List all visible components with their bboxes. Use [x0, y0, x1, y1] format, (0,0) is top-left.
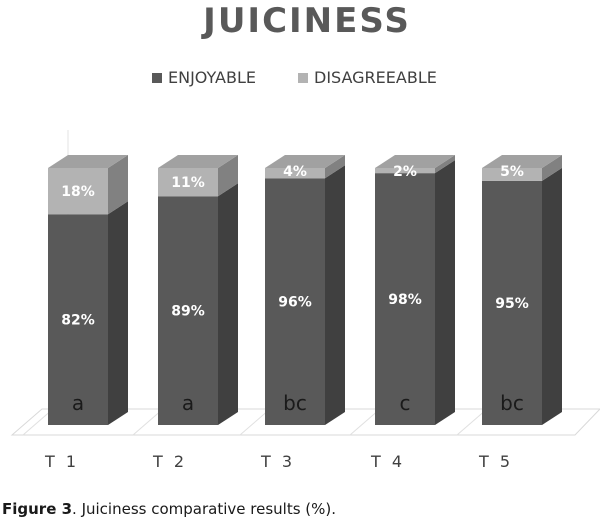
figure-caption: Figure 3. Juiciness comparative results … — [2, 500, 336, 518]
bar-disagreeable-1 — [48, 168, 108, 215]
x-tick-label-3: T 3 — [260, 452, 295, 471]
data-label-enjoyable-2: 89% — [171, 304, 205, 320]
group-letter-3: bc — [283, 391, 307, 415]
bar-disagreeable-5 — [482, 168, 542, 181]
bar-side-disagreeable-5 — [542, 155, 562, 181]
data-label-enjoyable-5: 95% — [495, 296, 529, 312]
bar-side-enjoyable-3 — [325, 165, 345, 425]
chart-title: JUICINESS — [201, 1, 411, 41]
bar-disagreeable-3 — [265, 168, 325, 179]
bar-side-enjoyable-1 — [108, 201, 128, 425]
data-label-disagreeable-5: 5% — [500, 164, 524, 180]
x-tick-label-4: T 4 — [370, 452, 405, 471]
bar-side-disagreeable-2 — [218, 155, 238, 197]
bar-stack-4: 98% 2% c — [375, 155, 455, 425]
caption-text: . Juiciness comparative results (%). — [72, 500, 337, 518]
bar-stack-3: 96% 4% bc — [265, 155, 345, 425]
bar-top-2 — [158, 155, 238, 168]
data-label-disagreeable-1: 18% — [61, 184, 95, 200]
bar-enjoyable-1 — [48, 214, 108, 425]
caption-label: Figure 3 — [2, 500, 73, 518]
data-label-enjoyable-4: 98% — [388, 292, 422, 308]
bar-disagreeable-4 — [375, 168, 435, 174]
bar-side-disagreeable-1 — [108, 155, 128, 215]
legend-swatch-enjoyable — [152, 73, 162, 83]
group-letter-4: c — [400, 391, 411, 415]
bar-enjoyable-3 — [265, 178, 325, 425]
bar-stack-5: 95% 5% bc — [482, 155, 562, 425]
bar-side-enjoyable-4 — [435, 160, 455, 425]
data-label-enjoyable-3: 96% — [278, 295, 312, 311]
bar-side-disagreeable-3 — [325, 155, 345, 179]
legend: ENJOYABLE DISAGREEABLE — [152, 68, 437, 87]
juiciness-chart: JUICINESS ENJOYABLE DISAGREEABLE 82%18%a8… — [10, 1, 600, 471]
legend-label-disagreeable: DISAGREEABLE — [314, 68, 437, 87]
bar-side-enjoyable-5 — [542, 167, 562, 425]
group-letter-2: a — [182, 391, 194, 415]
bar-enjoyable-4 — [375, 173, 435, 425]
bar-disagreeable-2 — [158, 168, 218, 197]
data-label-disagreeable-3: 4% — [283, 164, 307, 180]
bar-top-5 — [482, 155, 562, 168]
bar-side-enjoyable-2 — [218, 183, 238, 425]
x-axis-ticks: T 1 T 2 T 3 T 4 T 5 — [44, 452, 513, 471]
group-letter-5: bc — [500, 391, 524, 415]
bar-enjoyable-5 — [482, 180, 542, 425]
legend-swatch-disagreeable — [298, 73, 308, 83]
bar-enjoyable-2 — [158, 196, 218, 425]
bar-stack-1: 82% 18% a — [48, 155, 128, 425]
x-tick-label-5: T 5 — [478, 452, 513, 471]
group-letter-1: a — [72, 391, 84, 415]
bar-top-3 — [265, 155, 345, 168]
bar-side-disagreeable-4 — [435, 155, 455, 174]
bar-top-4 — [375, 155, 455, 168]
x-tick-label-1: T 1 — [44, 452, 79, 471]
bar-stack-2: 89% 11% a — [158, 155, 238, 425]
data-label-disagreeable-2: 11% — [171, 175, 205, 191]
bars-group: 82% 18% a 89% 11% a 96% 4% bc 98% 2% c 95% 5% bc — [48, 155, 562, 425]
data-label-disagreeable-4: 2% — [393, 164, 417, 180]
legend-label-enjoyable: ENJOYABLE — [168, 68, 256, 87]
x-tick-label-2: T 2 — [152, 452, 187, 471]
data-label-enjoyable-1: 82% — [61, 313, 95, 329]
bar-top-1 — [48, 155, 128, 168]
